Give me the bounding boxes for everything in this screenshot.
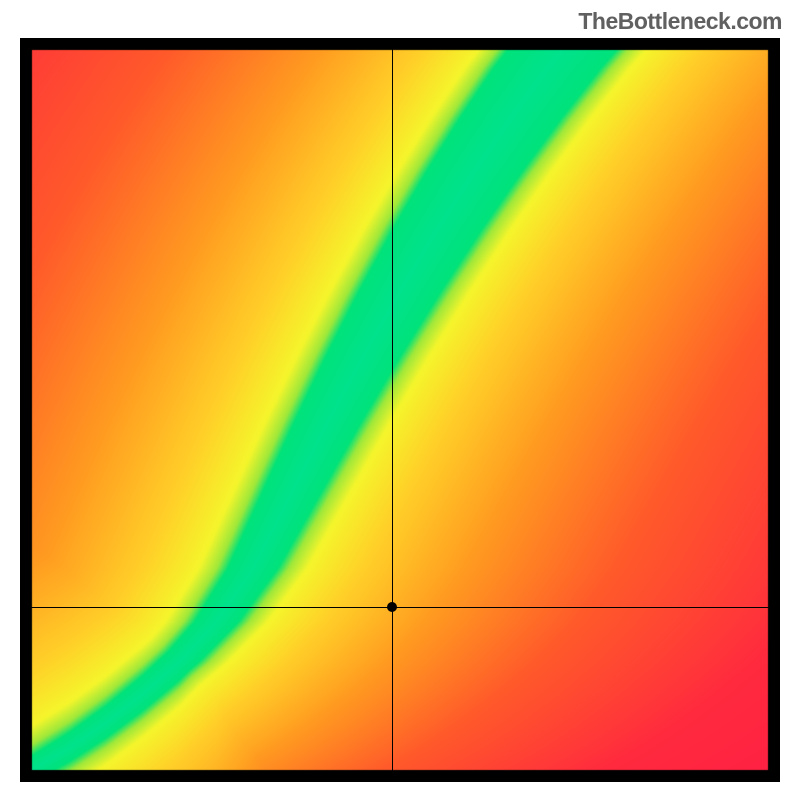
watermark-text: TheBottleneck.com [578,8,782,35]
plot-area [20,38,780,782]
crosshair-marker-dot [387,602,397,612]
crosshair-horizontal [20,607,780,608]
heatmap-canvas [20,38,780,782]
crosshair-vertical [392,38,393,782]
